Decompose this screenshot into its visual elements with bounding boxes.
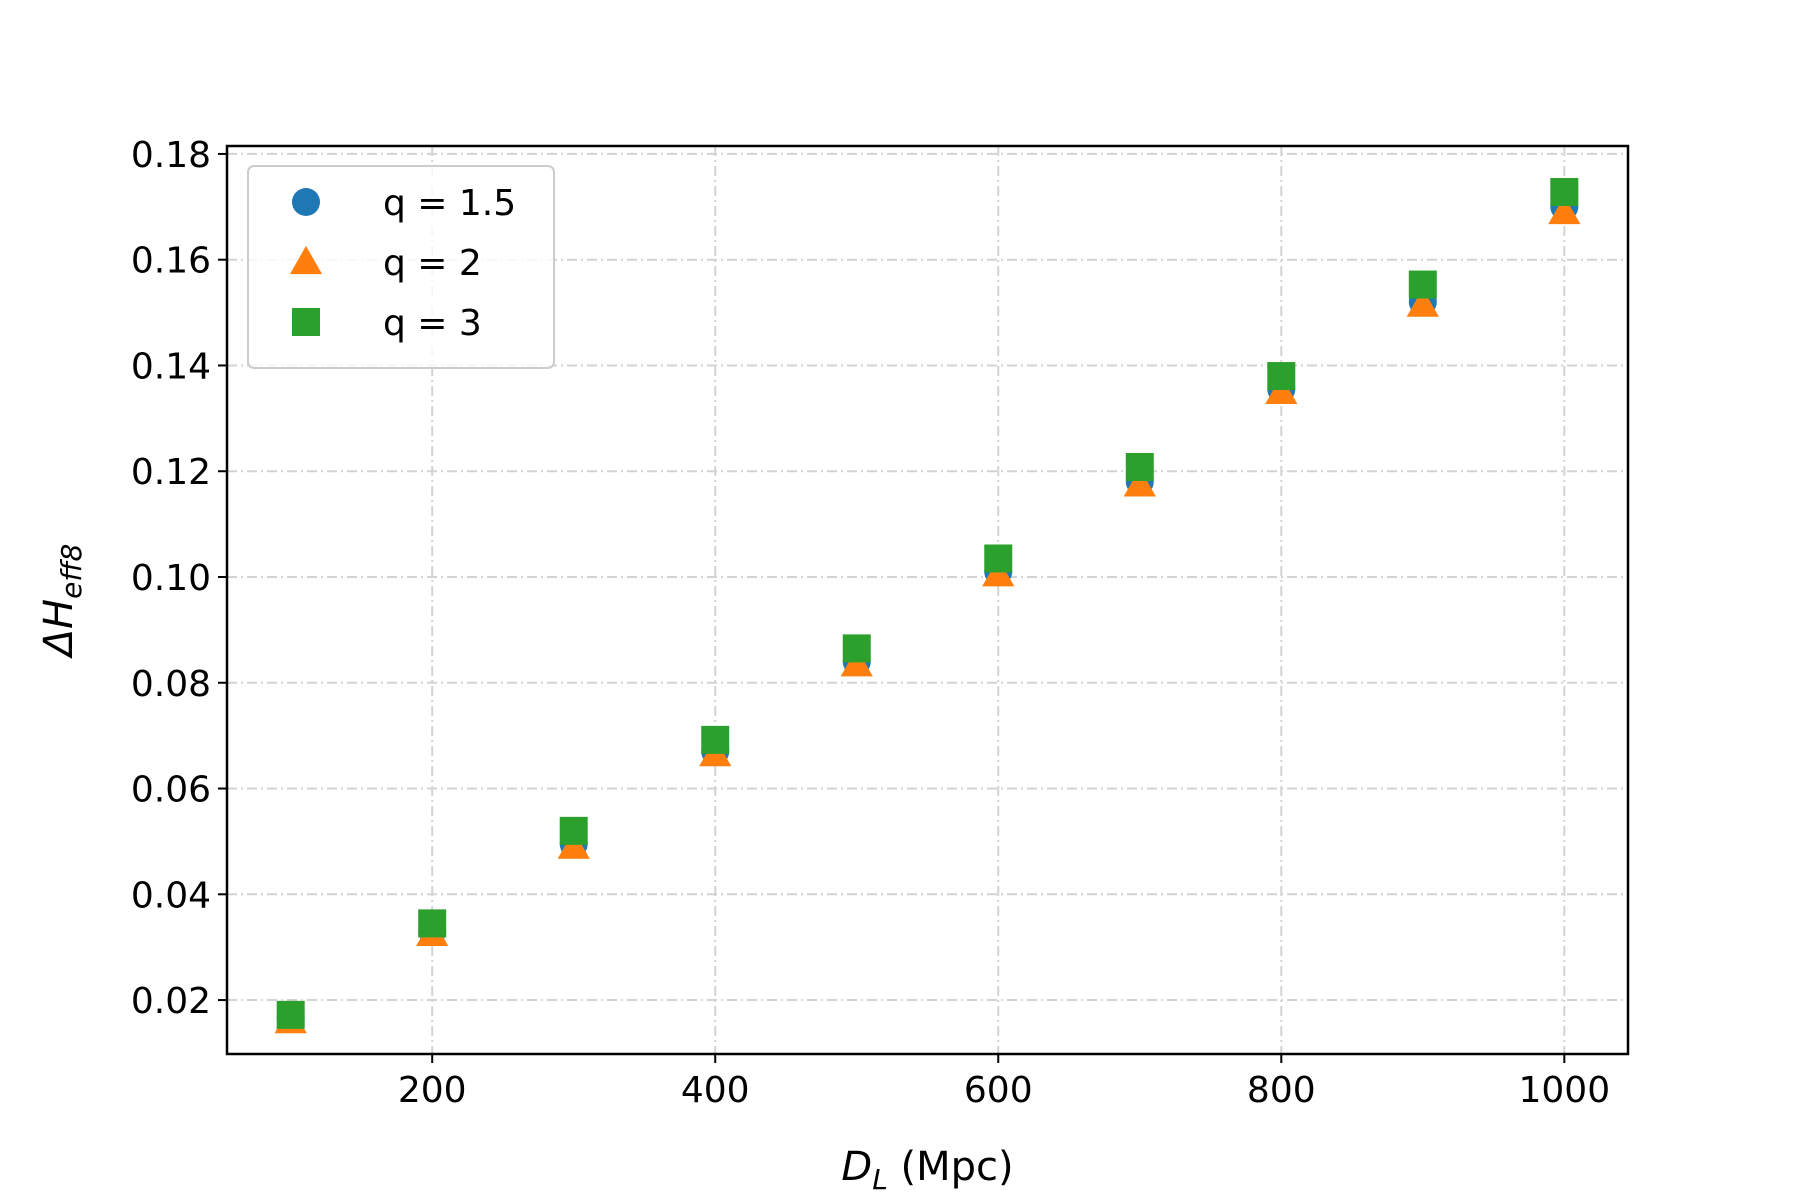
data-point: [984, 544, 1013, 573]
legend-label: q = 1.5: [383, 183, 516, 224]
legend-label: q = 3: [383, 303, 482, 344]
data-point: [1408, 270, 1437, 299]
data-point: [418, 909, 447, 938]
legend-marker: [292, 188, 320, 216]
data-point: [842, 634, 871, 663]
y-tick-label: 0.08: [131, 664, 211, 705]
data-point: [1406, 288, 1439, 317]
data-point: [1267, 362, 1296, 391]
data-markers: [274, 178, 1581, 1034]
grid: [227, 146, 1628, 1054]
y-tick-label: 0.12: [131, 452, 211, 493]
x-tick-label: 200: [398, 1070, 467, 1111]
x-axis-title: DL (Mpc): [841, 1144, 1013, 1196]
data-point: [1125, 452, 1154, 481]
axis-ticks: 200 400 600 800 1000 0.02 0.04 0.06 0.08 0.10 0.12…: [131, 135, 1610, 1111]
y-tick-label: 0.16: [131, 241, 211, 282]
data-point: [1123, 468, 1156, 497]
data-point: [276, 1000, 305, 1029]
series-square: [276, 178, 1579, 1029]
x-tick-label: 400: [681, 1070, 750, 1111]
y-axis-title: ΔHeff8: [36, 544, 88, 660]
data-point: [559, 816, 588, 845]
y-axis-title-main: ΔH: [36, 599, 82, 659]
legend-marker: [289, 245, 323, 275]
legend-label: q = 2: [383, 243, 482, 284]
legend: q = 1.5 q = 2 q = 3: [247, 165, 555, 369]
y-tick-label: 0.14: [131, 346, 211, 387]
y-axis-title-subscript: eff8: [55, 544, 88, 599]
legend-marker: [292, 308, 320, 336]
y-tick-label: 0.10: [131, 558, 211, 599]
legend-box: [247, 165, 555, 369]
y-tick-label: 0.18: [131, 135, 211, 176]
x-tick-label: 1000: [1519, 1070, 1611, 1111]
data-point: [1548, 196, 1581, 225]
x-tick-label: 800: [1247, 1070, 1316, 1111]
data-point: [1550, 178, 1579, 207]
plot-frame: [225, 144, 1630, 1056]
y-tick-label: 0.06: [131, 770, 211, 811]
x-tick-label: 600: [964, 1070, 1033, 1111]
y-tick-label: 0.04: [131, 875, 211, 916]
y-tick-label: 0.02: [131, 981, 211, 1022]
data-point: [701, 725, 730, 754]
